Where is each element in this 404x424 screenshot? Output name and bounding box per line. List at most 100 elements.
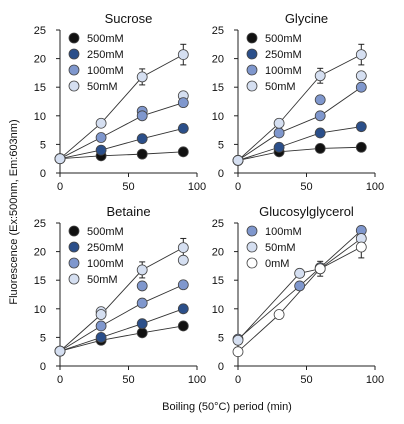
legend-marker-50mM (68, 273, 80, 285)
y-axis-label: Fluorescence (Ex:500nm, Em:603nm) (8, 119, 20, 304)
y-tick-label: 0 (218, 168, 224, 180)
y-tick-label: 15 (212, 275, 224, 287)
y-tick-label: 5 (40, 332, 46, 344)
chart-title: Glucosylglycerol (259, 204, 354, 219)
data-point-250mM (136, 133, 148, 145)
data-point-100mM (95, 132, 107, 143)
data-point-50mM (355, 70, 367, 82)
series-line-500mM (59, 325, 184, 352)
series-line-500mM (237, 146, 362, 161)
legend-label: 50mM (87, 81, 118, 93)
data-point-500mM (136, 148, 148, 160)
data-point-0mM (314, 263, 326, 275)
data-point-500mM (177, 320, 189, 332)
y-tick-label: 25 (34, 218, 46, 230)
y-tick-label: 0 (40, 361, 46, 373)
legend-label: 50mM (87, 274, 118, 286)
series-line-50mM (59, 54, 184, 160)
data-point-50mM (232, 155, 244, 166)
data-point-250mM (273, 141, 285, 153)
legend-marker-100mM (68, 257, 80, 269)
data-point-50mM (54, 345, 66, 357)
y-tick-label: 25 (212, 218, 224, 230)
data-point-50mM (136, 264, 148, 276)
legend-marker-100mM (246, 225, 258, 237)
series-line-500mM (59, 151, 184, 160)
data-point-0mM (355, 241, 367, 253)
data-point-250mM (177, 122, 189, 134)
series-line-100mM (237, 86, 362, 161)
data-point-250mM (355, 121, 367, 133)
y-tick-label: 5 (218, 332, 224, 344)
data-point-500mM (314, 143, 326, 154)
x-axis-label: Boiling (50°C) period (min) (162, 401, 292, 413)
y-tick-label: 5 (40, 139, 46, 151)
legend-marker-500mM (68, 32, 80, 44)
x-tick-label: 50 (122, 374, 134, 386)
legend-label: 500mM (87, 226, 124, 238)
x-tick-label: 100 (188, 181, 206, 193)
legend-label: 0mM (265, 258, 289, 270)
y-tick-label: 20 (34, 54, 46, 66)
data-point-250mM (95, 144, 107, 156)
data-point-50mM (177, 254, 189, 266)
x-tick-label: 100 (188, 374, 206, 386)
series-line-250mM (59, 308, 184, 352)
y-tick-label: 10 (34, 304, 46, 316)
chart-panel-1: Glycine 0 5 10 15 20 25 0 50 100 500mM 250mM 100mM 50… (212, 11, 384, 193)
legend-label: 500mM (265, 33, 302, 45)
data-point-50mM (54, 153, 66, 165)
legend-marker-500mM (68, 225, 80, 237)
x-tick-label: 0 (235, 181, 241, 193)
data-point-50mM (136, 71, 148, 83)
x-tick-label: 0 (57, 374, 63, 386)
y-tick-label: 20 (212, 54, 224, 66)
x-tick-label: 0 (235, 374, 241, 386)
y-tick-label: 20 (34, 247, 46, 259)
data-point-50mM (95, 117, 107, 129)
legend-marker-50mM (246, 241, 258, 253)
series-line-0mM (237, 246, 362, 353)
legend-label: 250mM (87, 49, 124, 61)
series-line-250mM (237, 126, 362, 161)
y-tick-label: 10 (212, 304, 224, 316)
legend-marker-250mM (68, 48, 80, 60)
y-tick-label: 15 (34, 82, 46, 94)
y-tick-label: 25 (34, 25, 46, 37)
data-point-100mM (294, 280, 306, 292)
chart-panel-3: Glucosylglycerol 0 5 10 15 20 25 0 50 100 100mM 50m… (212, 204, 384, 386)
legend-label: 100mM (87, 258, 124, 270)
series-line-100mM (237, 230, 362, 340)
legend-marker-500mM (246, 32, 258, 44)
x-tick-label: 50 (300, 374, 312, 386)
chart-title: Sucrose (105, 11, 153, 26)
series-line-250mM (59, 127, 184, 160)
x-tick-label: 100 (366, 374, 384, 386)
data-point-250mM (136, 318, 148, 330)
data-point-100mM (136, 280, 148, 292)
data-point-250mM (177, 303, 189, 315)
series-line-50mM (237, 238, 362, 341)
y-tick-label: 15 (212, 82, 224, 94)
y-tick-label: 25 (212, 25, 224, 37)
y-tick-label: 0 (40, 168, 46, 180)
data-point-500mM (355, 141, 367, 153)
data-point-100mM (136, 297, 148, 309)
legend-marker-100mM (246, 64, 258, 76)
legend-marker-0mM (246, 257, 258, 269)
data-point-50mM (314, 70, 326, 82)
data-point-100mM (177, 97, 189, 109)
data-point-500mM (177, 146, 189, 158)
data-point-100mM (136, 110, 148, 122)
data-point-50mM (177, 242, 189, 253)
series-line-50mM (59, 247, 184, 352)
series-line-100mM (59, 284, 184, 352)
data-point-500mM (136, 327, 148, 339)
data-point-50mM (232, 334, 244, 346)
data-point-50mM (273, 117, 285, 129)
data-point-50mM (294, 267, 306, 279)
legend-marker-250mM (68, 241, 80, 253)
y-tick-label: 15 (34, 275, 46, 287)
data-point-100mM (355, 81, 367, 93)
